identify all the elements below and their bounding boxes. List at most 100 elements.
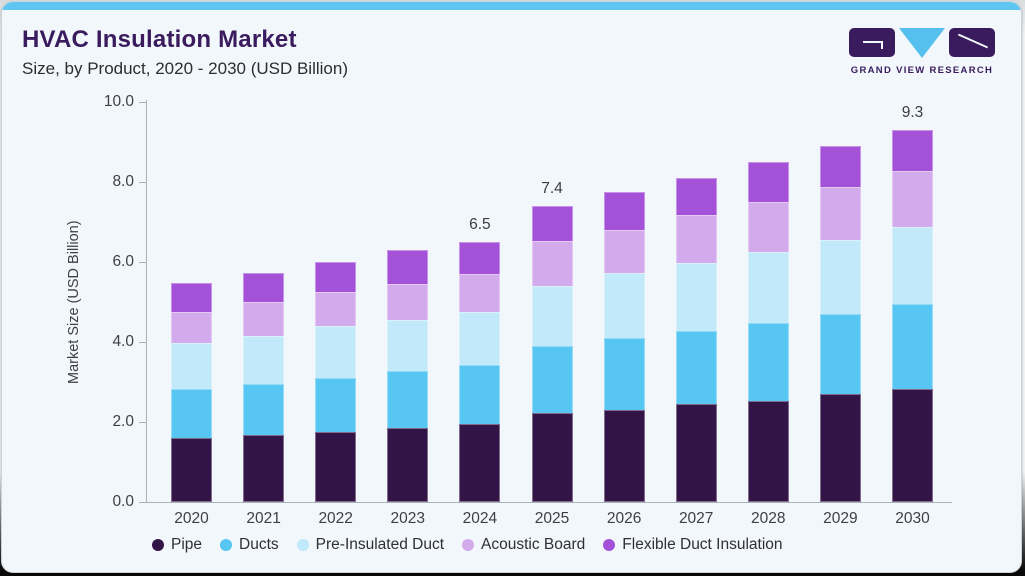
y-tick-mark (139, 102, 146, 103)
logo-wordmark: GRAND VIEW RESEARCH (850, 65, 994, 76)
logo-glyphs (849, 28, 995, 58)
bar-segment-acoustic-board (315, 292, 357, 327)
bar-segment-ducts (387, 370, 429, 428)
legend-item-pipe: Pipe (152, 536, 202, 554)
bar-segment-flexible-duct-insulation (892, 130, 933, 171)
bar-total-label: 6.5 (469, 216, 491, 233)
bar-segment-flexible-duct-insulation (531, 206, 573, 242)
bar-2022 (315, 262, 357, 502)
bar-segment-pipe (892, 388, 933, 502)
bar-segment-acoustic-board (459, 274, 501, 312)
legend-item-pre-insulated-duct: Pre-Insulated Duct (296, 536, 445, 554)
legend-swatch-icon (462, 539, 475, 551)
bar-segment-acoustic-board (387, 283, 429, 320)
bar-segment-flexible-duct-insulation (459, 242, 501, 275)
x-tick-label: 2029 (823, 510, 858, 527)
y-tick-mark (139, 182, 146, 183)
x-tick-label: 2022 (318, 510, 353, 527)
bar-segment-pre-insulated-duct (387, 319, 429, 371)
bar-segment-pre-insulated-duct (747, 252, 789, 323)
bar-segment-pre-insulated-duct (243, 335, 285, 384)
bar-segment-ducts (315, 377, 357, 432)
bar-segment-pipe (675, 403, 717, 502)
card-top-accent (2, 2, 1021, 10)
y-tick-mark (139, 342, 146, 343)
bar-segment-ducts (459, 364, 501, 424)
bar-segment-acoustic-board (819, 187, 861, 240)
logo-r-block-icon (949, 28, 995, 57)
bar-segment-acoustic-board (243, 302, 285, 336)
y-tick-label: 2.0 (112, 413, 134, 430)
bar-segment-pipe (603, 409, 645, 502)
chart-header: HVAC Insulation Market Size, by Product,… (22, 26, 348, 79)
x-tick-label: 2028 (751, 510, 786, 527)
x-tick-label: 2024 (462, 510, 498, 527)
legend-label: Flexible Duct Insulation (622, 536, 783, 553)
y-tick-label: 0.0 (112, 493, 134, 510)
legend-label: Acoustic Board (481, 536, 586, 553)
bar-segment-ducts (892, 304, 933, 389)
bar-segment-pipe (531, 412, 573, 502)
bar-segment-ducts (243, 383, 285, 436)
bar-segment-ducts (675, 330, 717, 404)
bar-segment-pipe (747, 400, 789, 502)
bar-segment-flexible-duct-insulation (819, 145, 861, 188)
bar-segment-pipe (459, 424, 501, 502)
legend-swatch-icon (603, 539, 616, 551)
bar-segment-pipe (171, 437, 212, 502)
x-tick-label: 2023 (390, 510, 426, 527)
bar-segment-flexible-duct-insulation (315, 262, 357, 293)
bar-2025 (531, 206, 573, 502)
bar-segment-flexible-duct-insulation (171, 283, 212, 312)
x-tick-label: 2025 (534, 510, 570, 527)
bar-segment-flexible-duct-insulation (747, 162, 789, 203)
bar-segment-ducts (747, 322, 789, 401)
bar-segment-pre-insulated-duct (603, 272, 645, 339)
bar-segment-acoustic-board (747, 202, 789, 253)
y-tick-label: 6.0 (112, 253, 134, 270)
bar-segment-pre-insulated-duct (675, 262, 717, 331)
legend-swatch-icon (296, 539, 309, 551)
bar-segment-flexible-duct-insulation (603, 192, 645, 230)
bar-segment-pre-insulated-duct (459, 311, 501, 365)
bar-segment-acoustic-board (171, 312, 212, 344)
legend-label: Ducts (239, 536, 279, 553)
x-axis-spine (146, 502, 952, 503)
legend: Pipe Ducts Pre-Insulated Duct Acoustic Boar… (152, 536, 962, 554)
legend-item-ducts: Ducts (220, 536, 279, 554)
legend-swatch-icon (220, 539, 233, 551)
y-tick-mark (139, 422, 146, 423)
bar-segment-flexible-duct-insulation (675, 177, 717, 216)
x-tick-label: 2021 (246, 510, 281, 527)
bar-segment-flexible-duct-insulation (243, 272, 285, 302)
x-tick-label: 2027 (678, 510, 714, 527)
y-tick-label: 4.0 (112, 333, 134, 350)
bar-segment-acoustic-board (603, 229, 645, 273)
bar-2027 (675, 177, 717, 502)
legend-label: Pre-Insulated Duct (315, 536, 445, 553)
y-axis-title: Market Size (USD Billion) (66, 220, 82, 384)
bar-segment-pre-insulated-duct (892, 227, 933, 305)
x-tick-label: 2030 (895, 510, 930, 527)
bar-segment-ducts (819, 314, 861, 394)
y-axis-spine (146, 100, 147, 503)
bar-segment-pipe (315, 431, 357, 502)
bar-segment-flexible-duct-insulation (387, 250, 429, 284)
bar-segment-pre-insulated-duct (315, 326, 357, 378)
bar-segment-acoustic-board (531, 241, 573, 286)
bar-2023 (387, 250, 429, 502)
bar-2020 (171, 283, 212, 502)
bar-segment-ducts (531, 345, 573, 413)
bar-2028 (747, 162, 789, 502)
page-subtitle: Size, by Product, 2020 - 2030 (USD Billi… (22, 59, 348, 78)
bar-2024 (459, 242, 501, 502)
bar-segment-pipe (243, 435, 285, 502)
legend-item-acoustic-board: Acoustic Board (462, 536, 585, 554)
x-tick-label: 2020 (174, 510, 209, 527)
bar-2029 (819, 145, 861, 502)
y-tick-label: 8.0 (112, 173, 134, 190)
bar-segment-pre-insulated-duct (531, 285, 573, 346)
y-tick-mark (139, 262, 146, 263)
